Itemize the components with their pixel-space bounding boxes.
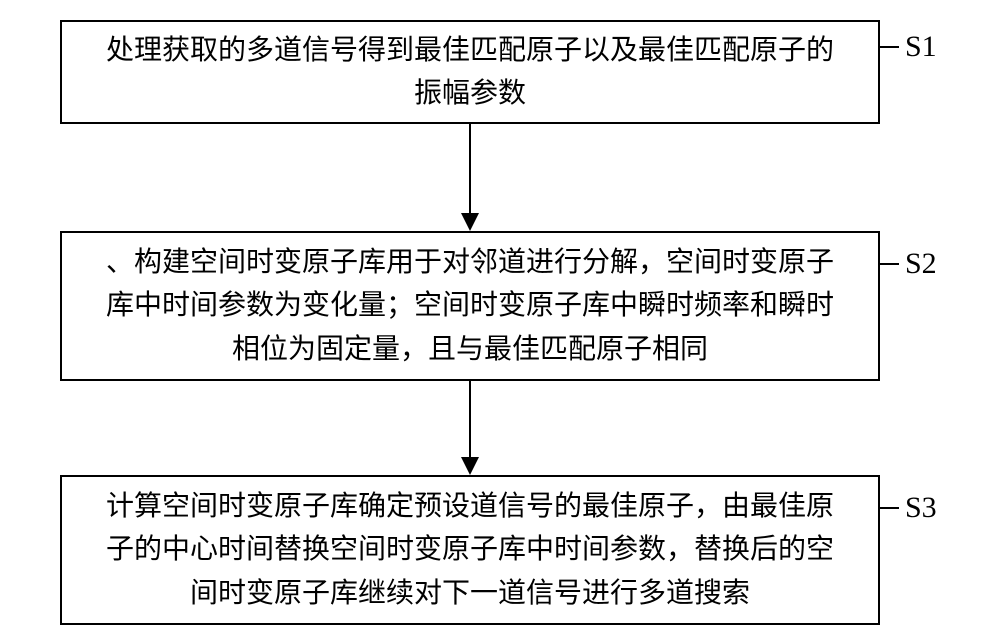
arrow-head-icon	[461, 457, 479, 475]
label-connector	[880, 507, 899, 509]
arrow-head-icon	[461, 213, 479, 231]
flow-step-s3: 计算空间时变原子库确定预设道信号的最佳原子，由最佳原 子的中心时间替换空间时变原…	[60, 475, 880, 625]
step-label-s1: S1	[905, 30, 937, 64]
flow-step-text: 处理获取的多道信号得到最佳匹配原子以及最佳匹配原子的 振幅参数	[106, 29, 834, 116]
flow-step-s1: 处理获取的多道信号得到最佳匹配原子以及最佳匹配原子的 振幅参数	[60, 20, 880, 124]
flow-step-s2: 、构建空间时变原子库用于对邻道进行分解，空间时变原子 库中时间参数为变化量；空间…	[60, 231, 880, 381]
flow-step-text: 、构建空间时变原子库用于对邻道进行分解，空间时变原子 库中时间参数为变化量；空间…	[106, 241, 834, 371]
label-connector	[880, 46, 899, 48]
flow-step-text: 计算空间时变原子库确定预设道信号的最佳原子，由最佳原 子的中心时间替换空间时变原…	[106, 485, 834, 615]
label-connector	[880, 263, 899, 265]
arrow-shaft	[469, 124, 471, 213]
step-label-s3: S3	[905, 491, 937, 525]
arrow-shaft	[469, 381, 471, 457]
step-label-s2: S2	[905, 247, 937, 281]
